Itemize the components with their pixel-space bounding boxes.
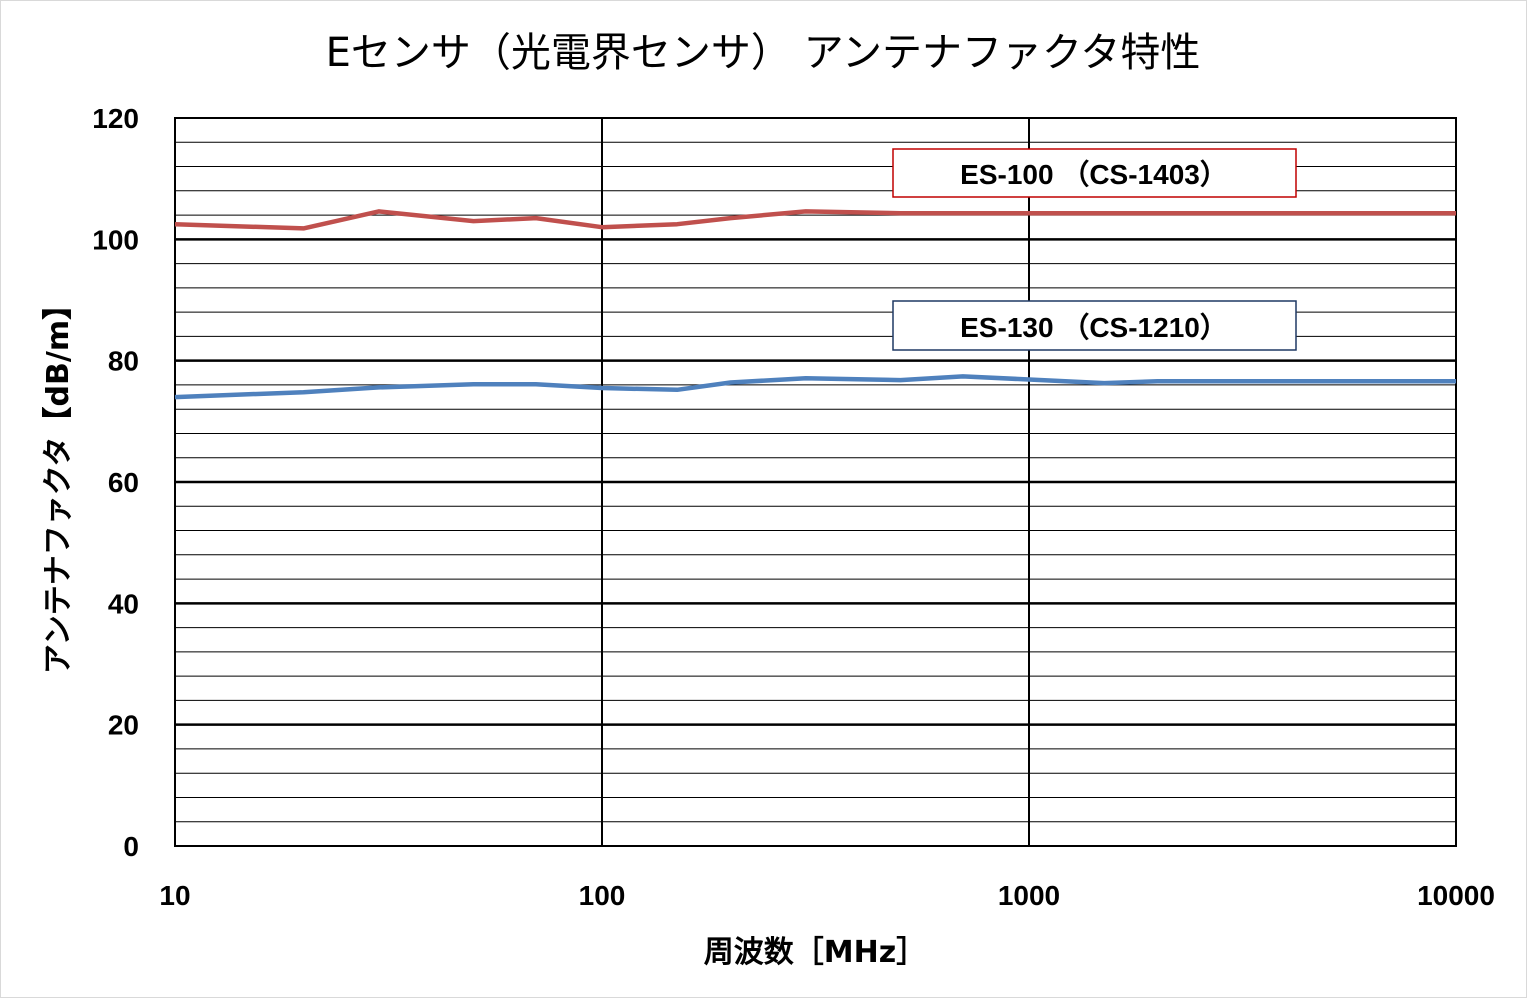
series-line-es100: [174, 209, 1456, 231]
y-axis-label: アンテナファクタ【dB/m】: [41, 290, 76, 674]
y-tick-label: 40: [108, 588, 139, 619]
chart-title: Eセンサ（光電界センサ） アンテナファクタ特性: [326, 30, 1201, 76]
plot-area: [174, 117, 1457, 847]
x-tick-label: 10: [159, 880, 190, 911]
major-gridlines: [175, 118, 1456, 846]
y-tick-label: 80: [108, 346, 139, 377]
legend-callout-es100: ES-100 （CS-1403）: [892, 148, 1297, 198]
callout-label-es130: ES-130 （CS-1210）: [960, 311, 1228, 343]
y-tick-labels: 0 20 40 60 80 100 120: [92, 103, 139, 862]
legend-callout-es130: ES-130 （CS-1210）: [892, 300, 1297, 351]
x-tick-labels: 10 100 1000 10000: [159, 880, 1495, 911]
series-line-es130: [174, 374, 1456, 400]
y-tick-label: 20: [108, 710, 139, 741]
x-tick-label: 10000: [1417, 880, 1495, 911]
x-tick-label: 100: [579, 880, 626, 911]
series-group: [174, 209, 1456, 400]
minor-gridlines: [175, 141, 1456, 823]
y-tick-label: 0: [123, 831, 139, 862]
x-tick-label: 1000: [998, 880, 1060, 911]
y-tick-label: 120: [92, 103, 139, 134]
y-tick-label: 100: [92, 224, 139, 255]
x-axis-label: 周波数［MHz］: [704, 935, 926, 970]
callout-label-es100: ES-100 （CS-1403）: [960, 158, 1228, 190]
y-tick-label: 60: [108, 467, 139, 498]
